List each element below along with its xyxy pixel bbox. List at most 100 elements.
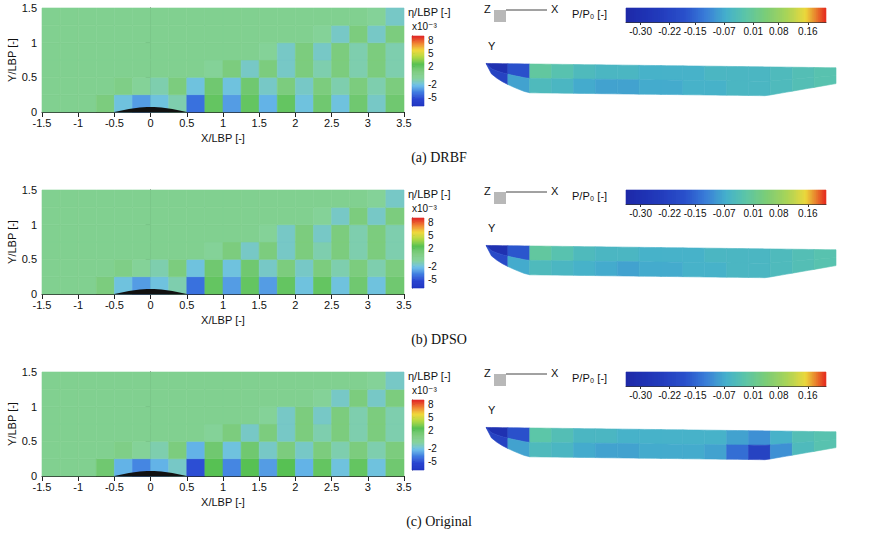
svg-text:0.01: 0.01 [744, 390, 764, 401]
svg-text:1.5: 1.5 [22, 184, 37, 196]
svg-text:1.5: 1.5 [252, 481, 267, 493]
svg-text:1: 1 [31, 219, 37, 231]
svg-text:0: 0 [148, 299, 154, 311]
svg-text:η/LBP [-]: η/LBP [-] [408, 188, 451, 200]
svg-text:2: 2 [428, 425, 434, 436]
svg-text:0.01: 0.01 [744, 26, 764, 37]
svg-text:-1: -1 [73, 481, 83, 493]
svg-text:3.5: 3.5 [396, 481, 411, 493]
svg-text:0.01: 0.01 [744, 208, 764, 219]
svg-text:2.5: 2.5 [324, 481, 339, 493]
svg-text:X/LBP [-]: X/LBP [-] [201, 132, 245, 144]
svg-text:-0.30: -0.30 [629, 208, 652, 219]
svg-text:1.5: 1.5 [22, 2, 37, 14]
svg-text:-5: -5 [428, 456, 437, 467]
svg-text:X: X [551, 3, 559, 15]
svg-text:Z: Z [484, 185, 491, 197]
svg-text:0: 0 [148, 117, 154, 129]
svg-text:0.5: 0.5 [22, 253, 37, 265]
svg-text:1.5: 1.5 [22, 366, 37, 378]
svg-text:-1.5: -1.5 [33, 481, 52, 493]
svg-text:-0.15: -0.15 [684, 208, 707, 219]
svg-text:-1: -1 [73, 299, 83, 311]
svg-text:2.5: 2.5 [324, 299, 339, 311]
svg-text:0.5: 0.5 [22, 435, 37, 447]
svg-text:5: 5 [428, 412, 434, 423]
svg-text:Z: Z [484, 3, 491, 15]
svg-text:8: 8 [428, 399, 434, 410]
svg-text:-0.5: -0.5 [105, 117, 124, 129]
svg-text:X/LBP [-]: X/LBP [-] [201, 496, 245, 508]
svg-text:-0.07: -0.07 [713, 26, 736, 37]
svg-text:0.16: 0.16 [798, 208, 818, 219]
svg-text:Y: Y [488, 40, 496, 52]
svg-text:X/LBP [-]: X/LBP [-] [201, 314, 245, 326]
svg-text:0.5: 0.5 [22, 71, 37, 83]
svg-text:Y: Y [488, 222, 496, 234]
svg-text:0.5: 0.5 [179, 481, 194, 493]
svg-text:2: 2 [428, 61, 434, 72]
svg-text:-2: -2 [428, 443, 437, 454]
svg-text:η/LBP [-]: η/LBP [-] [408, 6, 451, 18]
svg-text:-0.30: -0.30 [629, 390, 652, 401]
svg-text:2: 2 [428, 243, 434, 254]
svg-text:-1.5: -1.5 [33, 299, 52, 311]
svg-text:0.08: 0.08 [769, 26, 789, 37]
svg-text:x10⁻³: x10⁻³ [412, 203, 437, 214]
svg-text:(b) DPSO: (b) DPSO [411, 332, 467, 348]
svg-text:1.5: 1.5 [252, 117, 267, 129]
svg-text:(a) DRBF: (a) DRBF [411, 150, 467, 166]
svg-text:Y/LBP [-]: Y/LBP [-] [6, 402, 18, 446]
svg-text:-2: -2 [428, 79, 437, 90]
svg-text:-5: -5 [428, 92, 437, 103]
svg-text:1: 1 [31, 37, 37, 49]
svg-text:8: 8 [428, 35, 434, 46]
svg-text:-0.15: -0.15 [684, 26, 707, 37]
svg-text:(c) Original: (c) Original [406, 514, 472, 530]
svg-text:-0.22: -0.22 [658, 26, 681, 37]
svg-text:-0.5: -0.5 [105, 299, 124, 311]
svg-text:1: 1 [220, 299, 226, 311]
svg-text:-0.5: -0.5 [105, 481, 124, 493]
svg-text:5: 5 [428, 230, 434, 241]
svg-text:Y/LBP [-]: Y/LBP [-] [6, 38, 18, 82]
svg-text:-0.22: -0.22 [658, 390, 681, 401]
svg-text:η/LBP [-]: η/LBP [-] [408, 370, 451, 382]
svg-text:0.08: 0.08 [769, 208, 789, 219]
svg-text:0.16: 0.16 [798, 26, 818, 37]
svg-text:3: 3 [365, 299, 371, 311]
svg-text:P/P₀ [-]: P/P₀ [-] [572, 372, 607, 384]
svg-text:-0.15: -0.15 [684, 390, 707, 401]
svg-text:8: 8 [428, 217, 434, 228]
svg-text:-0.07: -0.07 [713, 390, 736, 401]
svg-text:-5: -5 [428, 274, 437, 285]
svg-text:5: 5 [428, 48, 434, 59]
svg-text:3: 3 [365, 481, 371, 493]
svg-text:-0.30: -0.30 [629, 26, 652, 37]
svg-text:0.5: 0.5 [179, 299, 194, 311]
svg-text:-1.5: -1.5 [33, 117, 52, 129]
svg-text:0.5: 0.5 [179, 117, 194, 129]
svg-text:-1: -1 [73, 117, 83, 129]
svg-text:-0.22: -0.22 [658, 208, 681, 219]
svg-text:-2: -2 [428, 261, 437, 272]
svg-text:X: X [551, 185, 559, 197]
svg-text:P/P₀ [-]: P/P₀ [-] [572, 8, 607, 20]
svg-text:P/P₀ [-]: P/P₀ [-] [572, 190, 607, 202]
svg-text:1: 1 [220, 117, 226, 129]
svg-text:Y/LBP [-]: Y/LBP [-] [6, 220, 18, 264]
svg-text:3: 3 [365, 117, 371, 129]
svg-text:2: 2 [292, 117, 298, 129]
svg-text:2: 2 [292, 481, 298, 493]
svg-text:0.08: 0.08 [769, 390, 789, 401]
svg-text:1: 1 [31, 401, 37, 413]
svg-text:3.5: 3.5 [396, 299, 411, 311]
svg-text:Z: Z [484, 367, 491, 379]
svg-text:1: 1 [220, 481, 226, 493]
svg-text:-0.07: -0.07 [713, 208, 736, 219]
svg-text:0.16: 0.16 [798, 390, 818, 401]
svg-text:x10⁻³: x10⁻³ [412, 385, 437, 396]
svg-text:X: X [551, 367, 559, 379]
svg-text:x10⁻³: x10⁻³ [412, 21, 437, 32]
svg-text:1.5: 1.5 [252, 299, 267, 311]
